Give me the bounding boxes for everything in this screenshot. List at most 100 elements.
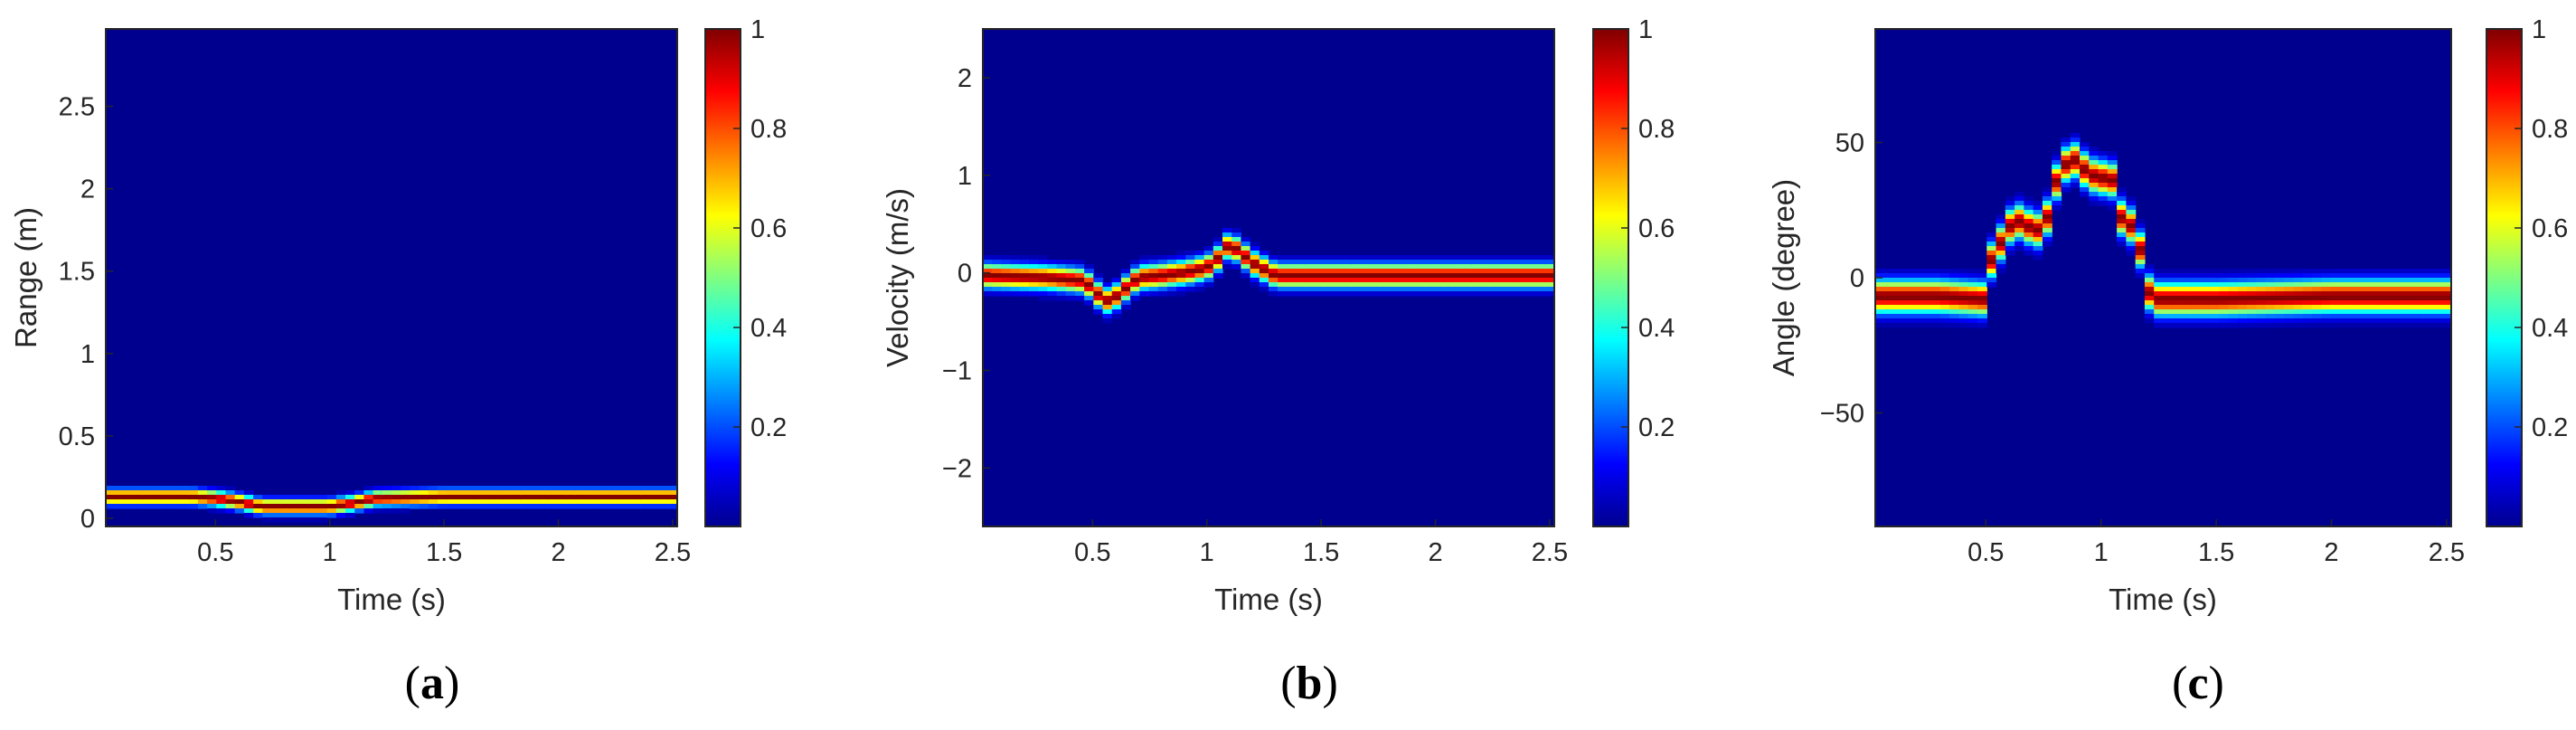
heatmap-cell bbox=[2005, 251, 2015, 256]
heatmap-cell bbox=[1949, 314, 1960, 319]
heatmap-cell bbox=[1222, 228, 1232, 233]
heatmap-cell bbox=[1517, 255, 1528, 261]
heatmap-cell bbox=[1305, 291, 1316, 297]
heatmap-cell bbox=[2033, 251, 2043, 256]
y-tick-label: 0 bbox=[958, 260, 972, 289]
heatmap-cell bbox=[1379, 287, 1390, 292]
heatmap-cell bbox=[1902, 269, 1913, 274]
heatmap-cell bbox=[640, 499, 651, 505]
heatmap-cell bbox=[2163, 314, 2174, 319]
heatmap-cell bbox=[2274, 273, 2285, 279]
heatmap-cell bbox=[1166, 278, 1177, 283]
heatmap-cell bbox=[1084, 296, 1094, 301]
heatmap-cell bbox=[2284, 314, 2294, 319]
heatmap-cell bbox=[1406, 291, 1417, 297]
heatmap-cell bbox=[335, 513, 346, 518]
heatmap-cell bbox=[1902, 282, 1913, 288]
heatmap-cell bbox=[1157, 264, 1168, 270]
heatmap-cell bbox=[2265, 282, 2276, 288]
heatmap-cell bbox=[1019, 291, 1030, 297]
heatmap-cell bbox=[483, 486, 494, 491]
y-axis-label-b: Velocity (m/s) bbox=[881, 188, 914, 367]
heatmap-cell bbox=[2348, 291, 2359, 297]
heatmap-cell bbox=[2302, 318, 2313, 324]
heatmap-cell bbox=[456, 504, 467, 509]
heatmap-cell bbox=[566, 499, 577, 505]
heatmap-cell bbox=[1314, 260, 1325, 265]
heatmap-cell bbox=[2386, 300, 2396, 306]
heatmap-cell bbox=[2107, 178, 2118, 184]
heatmap-cell bbox=[1333, 269, 1344, 274]
heatmap-cell bbox=[2432, 291, 2443, 297]
y-tick-label: −50 bbox=[1820, 399, 1864, 428]
heatmap-cell bbox=[151, 499, 162, 505]
heatmap-cell bbox=[2070, 151, 2081, 156]
heatmap-cell bbox=[1967, 269, 1978, 274]
heatmap-cell bbox=[1203, 273, 1214, 279]
heatmap-cell bbox=[2256, 269, 2267, 274]
heatmap-cell bbox=[2367, 300, 2378, 306]
heatmap-cell bbox=[1921, 305, 1932, 310]
heatmap-cell bbox=[2284, 269, 2294, 274]
heatmap-cell bbox=[2126, 232, 2137, 238]
heatmap-cell bbox=[299, 499, 309, 505]
heatmap-cell bbox=[2191, 291, 2202, 297]
heatmap-cell bbox=[1176, 260, 1186, 265]
heatmap-cell bbox=[1949, 323, 1960, 328]
heatmap-cell bbox=[363, 490, 374, 496]
heatmap-cell bbox=[1250, 273, 1260, 279]
heatmap-cell bbox=[1250, 246, 1260, 251]
heatmap-cell bbox=[667, 504, 678, 509]
heatmap-cell bbox=[2237, 278, 2248, 283]
heatmap-cell bbox=[1949, 305, 1960, 310]
heatmap-cell bbox=[2246, 273, 2257, 279]
heatmap-cell bbox=[2386, 309, 2396, 315]
heatmap-cell bbox=[1065, 296, 1076, 301]
heatmap-cell bbox=[1269, 269, 1279, 274]
heatmap-cell bbox=[2107, 196, 2118, 202]
heatmap-cell bbox=[2413, 296, 2424, 301]
heatmap-cell bbox=[1875, 309, 1885, 315]
heatmap-cell bbox=[280, 495, 291, 500]
heatmap-cell bbox=[1996, 232, 2006, 238]
heatmap-cell bbox=[1185, 260, 1196, 265]
heatmap-cell bbox=[1902, 278, 1913, 283]
heatmap-cell bbox=[465, 504, 476, 509]
heatmap-cell bbox=[2330, 300, 2341, 306]
heatmap-cell bbox=[2237, 323, 2248, 328]
heatmap-cell bbox=[2144, 300, 2155, 306]
y-tick-label: −1 bbox=[942, 356, 972, 385]
heatmap-cell bbox=[1176, 287, 1186, 292]
heatmap-cell bbox=[1921, 296, 1932, 301]
heatmap-cell bbox=[2209, 300, 2220, 306]
heatmap-cell bbox=[1967, 305, 1978, 310]
heatmap-cell bbox=[1996, 237, 2006, 242]
heatmap-cell bbox=[1875, 323, 1885, 328]
heatmap-cell bbox=[115, 499, 125, 505]
heatmap-cell bbox=[1241, 242, 1251, 247]
heatmap-cell bbox=[345, 508, 355, 514]
heatmap-cell bbox=[2200, 269, 2211, 274]
heatmap-cell bbox=[2311, 323, 2322, 328]
heatmap-cell bbox=[2080, 160, 2090, 166]
heatmap-cell bbox=[373, 508, 383, 514]
heatmap-cell bbox=[520, 495, 531, 500]
heatmap-cell bbox=[2413, 309, 2424, 315]
heatmap-cell bbox=[1074, 278, 1085, 283]
heatmap-cell bbox=[1416, 291, 1426, 297]
heatmap-cell bbox=[1958, 273, 1969, 279]
heatmap-cell bbox=[1314, 291, 1325, 297]
heatmap-cell bbox=[1471, 269, 1482, 274]
heatmap-cell bbox=[1508, 291, 1518, 297]
heatmap-cell bbox=[2330, 309, 2341, 315]
heatmap-cell bbox=[1893, 278, 1904, 283]
heatmap-cell bbox=[649, 490, 660, 496]
heatmap-cell bbox=[1166, 287, 1177, 292]
heatmap-cell bbox=[1930, 314, 1941, 319]
heatmap-cell bbox=[2163, 296, 2174, 301]
heatmap-cell bbox=[2154, 269, 2165, 274]
heatmap-cell bbox=[2404, 269, 2415, 274]
heatmap-cell bbox=[2200, 309, 2211, 315]
heatmap-cell bbox=[2302, 278, 2313, 283]
heatmap-cell bbox=[1958, 309, 1969, 315]
